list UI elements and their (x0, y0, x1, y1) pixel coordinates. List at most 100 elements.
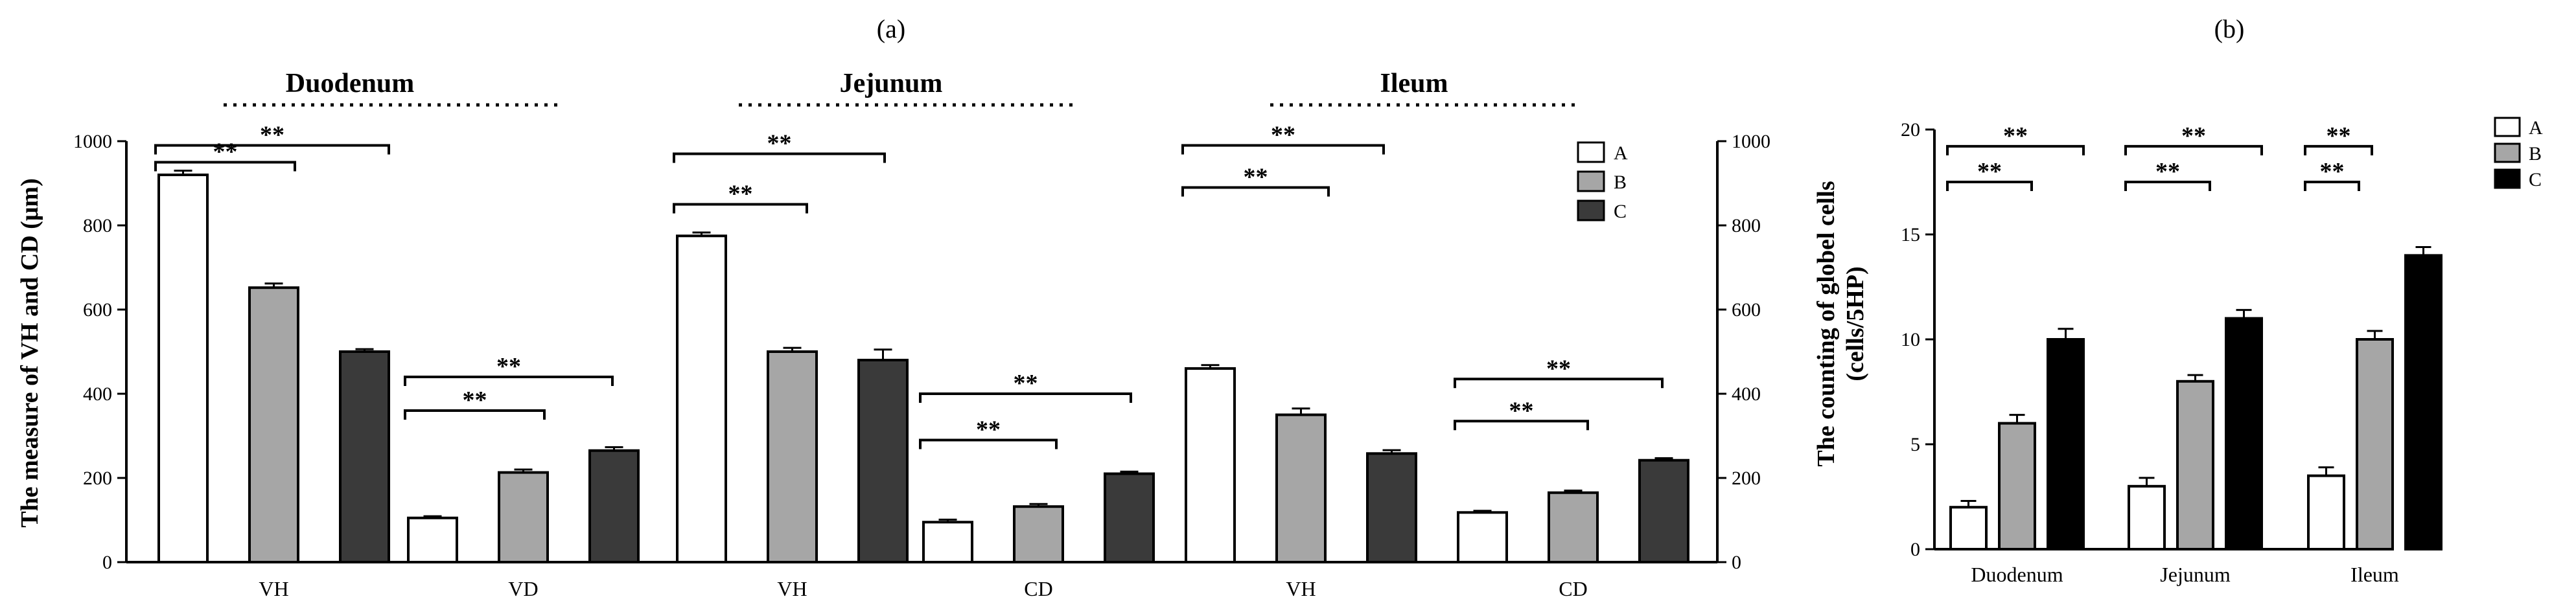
panel-b-label: (b) (2214, 14, 2245, 43)
x-category-label: CD (1024, 577, 1052, 600)
panel-a-label: (a) (877, 14, 905, 43)
y-tick-label: 0 (1910, 539, 1920, 560)
significance-marker: ** (1014, 370, 1038, 397)
x-category-label: VD (508, 577, 538, 600)
bar-c (339, 350, 390, 563)
x-category-label: VH (259, 577, 288, 600)
bar-b (1275, 413, 1327, 563)
significance-bracket (1454, 420, 1589, 431)
y-tick-label: 400 (83, 383, 112, 405)
x-category-label: VH (1286, 577, 1316, 600)
significance-bracket (919, 438, 1058, 449)
significance-bracket (154, 144, 390, 155)
bar-a (407, 516, 458, 563)
significance-marker: ** (1271, 122, 1295, 149)
y-tick-label: 200 (83, 468, 112, 489)
bar-b (498, 471, 549, 563)
panel-b-y-axis-label-line2: (cells/5HP) (1842, 266, 1869, 381)
bar-c (1638, 459, 1689, 564)
y-tick-label: 800 (83, 215, 112, 236)
y-tick-label: 10 (1901, 329, 1920, 350)
y-tick-label: 1000 (73, 131, 112, 152)
panel-a-chart: 0 0 200 200 400 400 600 600 800 800 1000 1000 VH VD VH… (73, 103, 1770, 600)
significance-bracket (2124, 181, 2211, 191)
bar-b (248, 286, 299, 563)
panel-a-y-axis-label: The measure of VH and CD (μm) (16, 178, 43, 527)
significance-bracket (154, 161, 296, 172)
legend-label: B (2529, 143, 2542, 164)
bar-c (588, 449, 640, 563)
significance-bracket (404, 409, 546, 420)
region-label-ileum: Ileum (1380, 69, 1448, 98)
significance-bracket (919, 392, 1132, 403)
significance-bracket (1181, 186, 1330, 197)
bar-b (2176, 380, 2214, 550)
bar-c (2047, 338, 2085, 550)
region-label-jejunum: Jejunum (840, 69, 943, 98)
significance-marker: ** (2181, 122, 2206, 150)
significance-bracket (673, 203, 808, 214)
significance-bracket (2304, 181, 2360, 191)
bar-a (1457, 511, 1508, 563)
bar-c (857, 359, 909, 563)
bar-a (1949, 506, 1988, 551)
significance-bracket (673, 152, 886, 163)
bar-a (676, 234, 727, 563)
x-category-label: Ileum (2350, 563, 2399, 586)
legend-label: A (2529, 117, 2543, 139)
significance-bracket (1946, 181, 2033, 191)
bar-c (1366, 452, 1417, 563)
significance-bracket (2124, 144, 2263, 155)
significance-bracket (1454, 378, 1664, 389)
significance-marker: ** (1509, 397, 1534, 424)
significance-marker: ** (728, 181, 753, 208)
significance-marker: ** (2320, 158, 2345, 185)
legend-swatch-b (2494, 142, 2521, 163)
bar-a (157, 174, 209, 563)
bar-a (1185, 367, 1236, 563)
x-category-label: CD (1559, 577, 1587, 600)
x-category-label: VH (777, 577, 807, 600)
y-tick-label: 5 (1910, 434, 1920, 455)
significance-marker: ** (2327, 122, 2351, 150)
significance-marker: ** (213, 139, 238, 166)
legend-swatch-a (2494, 117, 2521, 137)
significance-marker: ** (463, 387, 487, 414)
legend-swatch-a (1577, 141, 1605, 163)
significance-marker: ** (496, 353, 521, 380)
right-y-tick-label: 1000 (1732, 131, 1770, 152)
right-y-tick-label: 800 (1732, 215, 1761, 236)
significance-marker: ** (976, 416, 1001, 444)
right-y-tick-label: 200 (1732, 468, 1761, 489)
significance-marker: ** (1244, 164, 1268, 191)
x-category-label: Duodenum (1971, 563, 2063, 586)
legend-swatch-c (2494, 168, 2521, 189)
legend-label: C (1614, 201, 1627, 222)
bar-a (2307, 474, 2345, 550)
bar-b (1548, 491, 1599, 563)
bar-b (1013, 505, 1064, 564)
panel-b-y-axis-label-line1: The counting of globel cells (1813, 181, 1840, 466)
legend-swatch-c (1577, 199, 1605, 221)
significance-bracket (2304, 144, 2373, 155)
bar-a (922, 521, 973, 563)
bar-b (2356, 338, 2394, 550)
x-category-label: Jejunum (2160, 563, 2231, 586)
legend-label: A (1614, 142, 1628, 164)
y-tick-label: 20 (1901, 119, 1920, 141)
bar-b (767, 350, 818, 563)
significance-marker: ** (767, 130, 792, 157)
bar-c (1104, 472, 1155, 563)
right-y-tick-label: 0 (1732, 552, 1741, 573)
significance-marker: ** (260, 122, 284, 149)
bar-c (2404, 254, 2443, 550)
legend-swatch-b (1577, 170, 1605, 192)
y-tick-label: 15 (1901, 224, 1920, 245)
significance-marker: ** (2155, 158, 2180, 185)
significance-marker: ** (1546, 355, 1571, 382)
significance-bracket (1946, 144, 2085, 155)
significance-bracket (1181, 144, 1385, 155)
significance-marker: ** (2003, 122, 2028, 150)
